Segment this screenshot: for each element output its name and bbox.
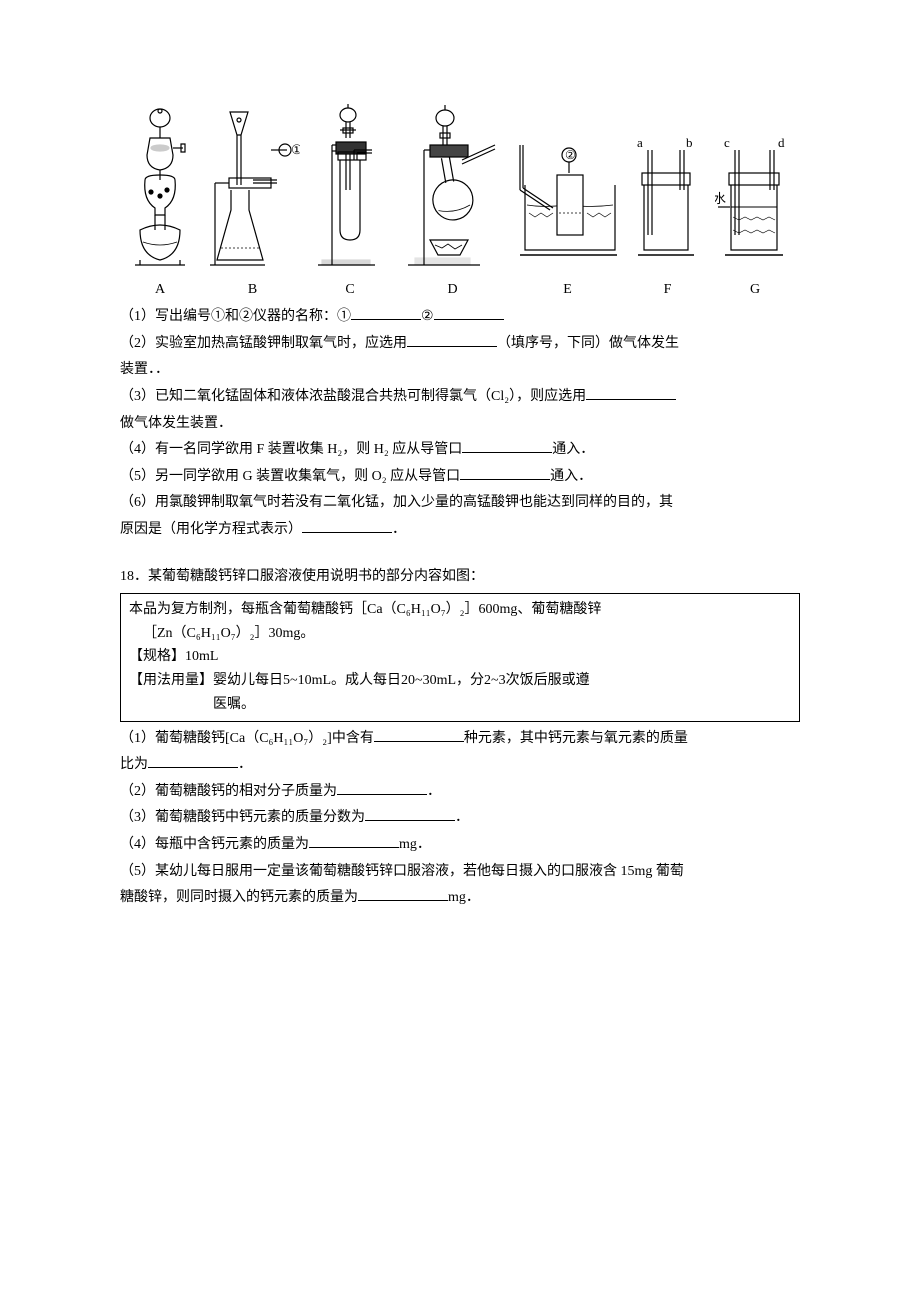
question-18: 18．某葡萄糖酸钙锌口服溶液使用说明书的部分内容如图： 本品为复方制剂，每瓶含葡… (120, 564, 800, 912)
q18-sub1: （1）葡萄糖酸钙[Ca（C₆H₁₁O₇）₂]中含有种元素，其中钙元素与氧元素的质… (120, 726, 800, 753)
blank-element-count (374, 726, 464, 742)
box-line4: 【用法用量】婴幼儿每日5~10mL。成人每日20~30mL，分2~3次饭后服或遵 (129, 669, 791, 693)
apparatus-b: ① B (205, 100, 300, 302)
q17-sub3: （3）已知二氧化锰固体和液体浓盐酸混合共热可制得氯气（Cl₂），则应选用 (120, 384, 800, 411)
svg-text:①: ① (291, 142, 300, 157)
q17-sub3-end: 做气体发生装置． (120, 411, 800, 438)
blank-instrument-1 (351, 304, 421, 320)
box-line2: ［Zn（C₆H₁₁O₇）₂］30mg。 (129, 622, 791, 646)
q17-text: （1）写出编号①和②仪器的名称：①② （2）实验室加热高锰酸钾制取氧气时，应选用… (120, 304, 800, 543)
blank-h2-port (462, 437, 552, 453)
blank-o2-port (460, 464, 550, 480)
apparatus-f: a b F (630, 135, 705, 302)
label-e: E (563, 277, 572, 302)
label-a: A (155, 277, 165, 302)
q18-intro: 18．某葡萄糖酸钙锌口服溶液使用说明书的部分内容如图： (120, 564, 800, 589)
label-b: B (248, 277, 257, 302)
apparatus-c: C (310, 100, 390, 302)
q17-sub2: （2）实验室加热高锰酸钾制取氧气时，应选用（填序号，下同）做气体发生 (120, 331, 800, 358)
svg-text:b: b (686, 135, 693, 150)
blank-mass-ratio (148, 752, 238, 768)
q18-text: （1）葡萄糖酸钙[Ca（C₆H₁₁O₇）₂]中含有种元素，其中钙元素与氧元素的质… (120, 726, 800, 912)
apparatus-diagram-row: A ① (120, 100, 800, 302)
label-g: G (750, 277, 760, 302)
q18-sub3: （3）葡萄糖酸钙中钙元素的质量分数为． (120, 805, 800, 832)
svg-text:水: 水 (715, 191, 726, 206)
q17-sub6-line2: 原因是（用化学方程式表示）． (120, 517, 800, 544)
q17-sub1: （1）写出编号①和②仪器的名称：①② (120, 304, 800, 331)
q17-sub6-line1: （6）用氯酸钾制取氧气时若没有二氧化锰，加入少量的高锰酸钾也能达到同样的目的，其 (120, 490, 800, 517)
q17-sub5: （5）另一同学欲用 G 装置收集氧气，则 O₂ 应从导管口通入． (120, 464, 800, 491)
svg-text:c: c (724, 135, 730, 150)
svg-text:②: ② (565, 148, 576, 162)
instruction-box: 本品为复方制剂，每瓶含葡萄糖酸钙［Ca（C₆H₁₁O₇）₂］600mg、葡萄糖酸… (120, 593, 800, 722)
q18-sub1-end: 比为． (120, 752, 800, 779)
blank-molecular-mass (337, 779, 427, 795)
svg-text:a: a (637, 135, 643, 150)
blank-equation (302, 517, 392, 533)
question-17: A ① (120, 100, 800, 544)
label-f: F (664, 277, 672, 302)
q18-sub5-line1: （5）某幼儿每日服用一定量该葡萄糖酸钙锌口服溶液，若他每日摄入的口服液含 15m… (120, 859, 800, 886)
blank-mass-fraction (365, 805, 455, 821)
label-d: D (447, 277, 457, 302)
blank-instrument-2 (434, 304, 504, 320)
blank-ca-intake (358, 885, 448, 901)
apparatus-e: ② E (515, 135, 620, 302)
q17-sub2-end: 装置．． (120, 357, 800, 384)
apparatus-d: D (400, 100, 505, 302)
blank-ca-mass (309, 832, 399, 848)
blank-chlorine-device (586, 384, 676, 400)
apparatus-g: c d 水 G (715, 135, 795, 302)
q17-sub4: （4）有一名同学欲用 F 装置收集 H₂，则 H₂ 应从导管口通入． (120, 437, 800, 464)
label-c: C (345, 277, 354, 302)
q18-sub4: （4）每瓶中含钙元素的质量为mg． (120, 832, 800, 859)
q18-sub2: （2）葡萄糖酸钙的相对分子质量为． (120, 779, 800, 806)
apparatus-a: A (125, 100, 195, 302)
box-line5: 医嘱。 (129, 693, 791, 717)
box-line3: 【规格】10mL (129, 645, 791, 669)
q18-sub5-line2: 糖酸锌，则同时摄入的钙元素的质量为mg． (120, 885, 800, 912)
svg-text:d: d (778, 135, 785, 150)
blank-device-select (407, 331, 497, 347)
box-line1: 本品为复方制剂，每瓶含葡萄糖酸钙［Ca（C₆H₁₁O₇）₂］600mg、葡萄糖酸… (129, 598, 791, 622)
